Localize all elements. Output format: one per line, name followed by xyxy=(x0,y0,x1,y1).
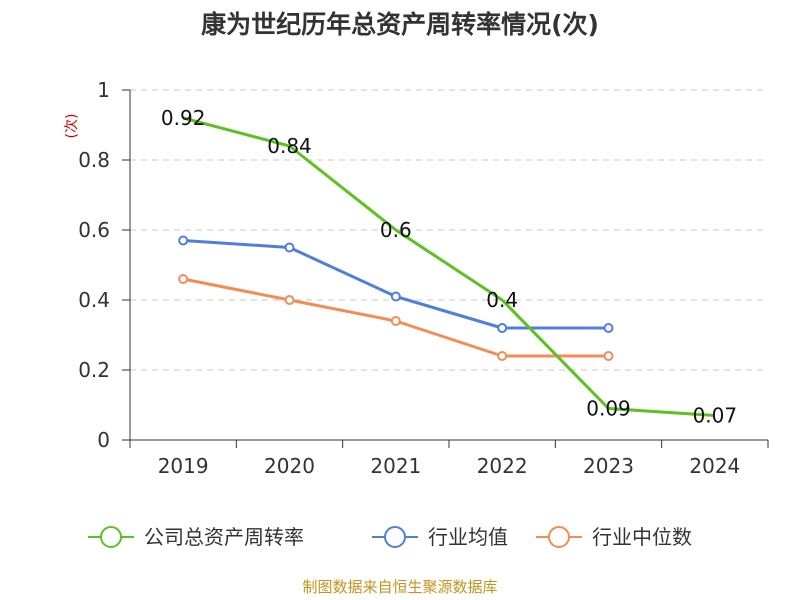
series-2-point-2020 xyxy=(284,295,295,305)
axes: 0 0.2 0.4 0.6 0.8 1 2019 2020 2021 2022 2023 2024 xyxy=(78,78,769,478)
series-2-point-2023 xyxy=(603,351,614,361)
chart-title: 康为世纪历年总资产周转率情况(次) xyxy=(201,10,599,39)
series-1-point-2021 xyxy=(390,291,401,302)
legend-item-1[interactable]: 行业均值 xyxy=(372,525,508,549)
y-tick-label-4: 0.8 xyxy=(78,148,110,172)
legend-item-0[interactable]: 公司总资产周转率 xyxy=(88,525,304,549)
legend-marker-2 xyxy=(548,526,570,548)
legend-label-1: 行业均值 xyxy=(428,525,508,549)
y-axis-unit: (次) xyxy=(64,114,80,139)
x-tick-label-2024: 2024 xyxy=(689,454,740,478)
grid-lines xyxy=(130,89,768,371)
data-label-2024: 0.07 xyxy=(693,404,738,428)
data-label-2019: 0.92 xyxy=(161,106,206,130)
legend-item-2[interactable]: 行业中位数 xyxy=(536,525,692,549)
y-tick-label-2: 0.4 xyxy=(78,288,110,312)
series-2-point-2022 xyxy=(497,351,508,361)
y-tick-label-1: 0.2 xyxy=(78,358,110,382)
series-line-0 xyxy=(182,116,715,417)
series-line-1 xyxy=(183,239,609,330)
data-label-2022: 0.4 xyxy=(486,288,518,312)
series-layer xyxy=(178,116,715,417)
y-tick-label-3: 0.6 xyxy=(78,218,110,242)
x-tick-label-2020: 2020 xyxy=(264,454,315,478)
series-1-point-2023 xyxy=(603,323,614,333)
data-label-2021: 0.6 xyxy=(380,218,412,242)
x-tick-label-2021: 2021 xyxy=(370,454,421,478)
x-tick-label-2023: 2023 xyxy=(583,454,634,478)
series-1-point-2019 xyxy=(178,235,189,246)
legend-marker-1 xyxy=(384,526,406,548)
y-tick-label-5: 1 xyxy=(97,78,110,102)
data-label-2023: 0.09 xyxy=(586,397,631,421)
series-1-point-2022 xyxy=(497,323,508,333)
series-1-point-2020 xyxy=(284,242,295,253)
series-2-point-2021 xyxy=(390,316,401,326)
legend[interactable]: 公司总资产周转率 行业均值 行业中位数 xyxy=(88,525,692,549)
y-tick-label-0: 0 xyxy=(97,428,110,452)
legend-label-2: 行业中位数 xyxy=(592,525,692,549)
legend-label-0: 公司总资产周转率 xyxy=(144,525,304,549)
x-tick-label-2019: 2019 xyxy=(158,454,209,478)
series-2-point-2019 xyxy=(178,274,189,284)
legend-marker-0 xyxy=(100,526,122,548)
source-note: 制图数据来自恒生聚源数据库 xyxy=(302,578,497,596)
data-label-2020: 0.84 xyxy=(267,134,312,158)
data-labels: 0.92 0.84 0.6 0.4 0.09 0.07 xyxy=(161,106,737,428)
x-tick-label-2022: 2022 xyxy=(477,454,528,478)
